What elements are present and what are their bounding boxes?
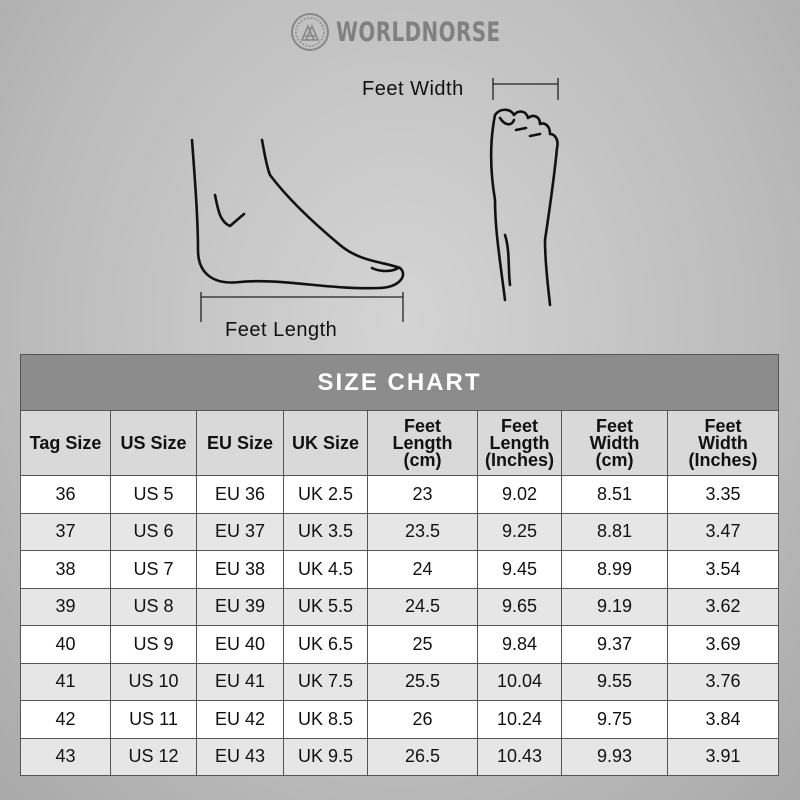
table-cell: US 7: [110, 550, 197, 589]
feet-length-label: Feet Length: [225, 319, 338, 341]
column-header: Tag Size: [20, 410, 111, 476]
side-foot-outline: [190, 138, 405, 290]
table-cell: 24.5: [367, 587, 478, 626]
table-cell: 9.75: [561, 700, 668, 739]
table-cell: 39: [20, 587, 111, 626]
table-cell: 41: [20, 662, 111, 701]
table-cell: 42: [20, 700, 111, 739]
table-cell: US 9: [110, 625, 197, 664]
table-cell: US 6: [110, 512, 197, 551]
table-row: 38 US 7 EU 38 UK 4.5 24 9.45 8.99 3.54: [20, 550, 779, 589]
table-cell: 9.25: [477, 512, 562, 551]
toe-detail: [498, 116, 542, 138]
table-cell: 25: [367, 625, 478, 664]
table-row: 39 US 8 EU 39 UK 5.5 24.5 9.65 9.19 3.62: [20, 587, 779, 626]
length-measure-line: [200, 292, 404, 322]
table-cell: 3.54: [667, 550, 779, 589]
table-cell: 3.91: [667, 737, 779, 776]
table-cell: 10.24: [477, 700, 562, 739]
table-cell: UK 6.5: [283, 625, 368, 664]
table-cell: 10.43: [477, 737, 562, 776]
table-cell: 43: [20, 737, 111, 776]
table-cell: 37: [20, 512, 111, 551]
table-cell: EU 40: [196, 625, 284, 664]
table-cell: 38: [20, 550, 111, 589]
table-cell: UK 9.5: [283, 737, 368, 776]
column-header: Feet Width (Inches): [667, 410, 779, 476]
table-cell: 8.51: [561, 475, 668, 514]
table-cell: EU 39: [196, 587, 284, 626]
table-cell: 23: [367, 475, 478, 514]
width-measure-line: [492, 78, 559, 100]
brand-name: WORLDNORSE: [336, 16, 501, 48]
table-row: 42 US 11 EU 42 UK 8.5 26 10.24 9.75 3.84: [20, 700, 779, 739]
table-cell: 9.84: [477, 625, 562, 664]
table-cell: US 11: [110, 700, 197, 739]
table-cell: US 5: [110, 475, 197, 514]
table-cell: EU 41: [196, 662, 284, 701]
table-cell: 10.04: [477, 662, 562, 701]
table-cell: 40: [20, 625, 111, 664]
table-cell: UK 7.5: [283, 662, 368, 701]
table-cell: UK 5.5: [283, 587, 368, 626]
table-cell: 26.5: [367, 737, 478, 776]
table-cell: 9.37: [561, 625, 668, 664]
size-chart-title: SIZE CHART: [20, 354, 779, 411]
table-cell: US 8: [110, 587, 197, 626]
table-cell: UK 2.5: [283, 475, 368, 514]
table-cell: 3.84: [667, 700, 779, 739]
table-cell: EU 38: [196, 550, 284, 589]
table-cell: EU 42: [196, 700, 284, 739]
table-cell: 8.81: [561, 512, 668, 551]
feet-width-label: Feet Width: [362, 78, 464, 100]
table-cell: UK 8.5: [283, 700, 368, 739]
table-cell: 3.35: [667, 475, 779, 514]
table-cell: EU 36: [196, 475, 284, 514]
table-cell: 9.19: [561, 587, 668, 626]
table-cell: 23.5: [367, 512, 478, 551]
table-row: 37 US 6 EU 37 UK 3.5 23.5 9.25 8.81 3.47: [20, 512, 779, 551]
table-cell: 3.47: [667, 512, 779, 551]
table-cell: 9.93: [561, 737, 668, 776]
column-header: Feet Length (cm): [367, 410, 478, 476]
column-header: Feet Width (cm): [561, 410, 668, 476]
front-foot-outline: [489, 108, 559, 307]
column-header: UK Size: [283, 410, 368, 476]
table-row: 43 US 12 EU 43 UK 9.5 26.5 10.43 9.93 3.91: [20, 737, 779, 776]
table-cell: UK 4.5: [283, 550, 368, 589]
table-cell: US 12: [110, 737, 197, 776]
size-chart-table: SIZE CHART Tag Size US Size EU Size UK Size…: [20, 354, 779, 776]
feet-diagram: [190, 78, 559, 322]
column-header: EU Size: [196, 410, 284, 476]
toe-line: [370, 266, 400, 273]
table-cell: 9.65: [477, 587, 562, 626]
ankle-bone: [503, 233, 512, 287]
table-cell: 26: [367, 700, 478, 739]
column-header: Feet Length (Inches): [477, 410, 562, 476]
table-cell: 9.02: [477, 475, 562, 514]
table-cell: 8.99: [561, 550, 668, 589]
brand-logo: WORLDNORSE: [290, 12, 537, 52]
table-cell: 9.45: [477, 550, 562, 589]
table-cell: 36: [20, 475, 111, 514]
valknut-emblem-icon: [291, 13, 329, 51]
table-row: 41 US 10 EU 41 UK 7.5 25.5 10.04 9.55 3.76: [20, 662, 779, 701]
table-cell: 25.5: [367, 662, 478, 701]
table-cell: 3.69: [667, 625, 779, 664]
table-cell: 3.76: [667, 662, 779, 701]
table-cell: 3.62: [667, 587, 779, 626]
table-cell: 24: [367, 550, 478, 589]
table-cell: UK 3.5: [283, 512, 368, 551]
ankle-line: [213, 193, 246, 228]
table-cell: EU 43: [196, 737, 284, 776]
table-cell: 9.55: [561, 662, 668, 701]
table-row: 40 US 9 EU 40 UK 6.5 25 9.84 9.37 3.69: [20, 625, 779, 664]
table-cell: US 10: [110, 662, 197, 701]
table-cell: EU 37: [196, 512, 284, 551]
column-header: US Size: [110, 410, 197, 476]
table-row: 36 US 5 EU 36 UK 2.5 23 9.02 8.51 3.35: [20, 475, 779, 514]
